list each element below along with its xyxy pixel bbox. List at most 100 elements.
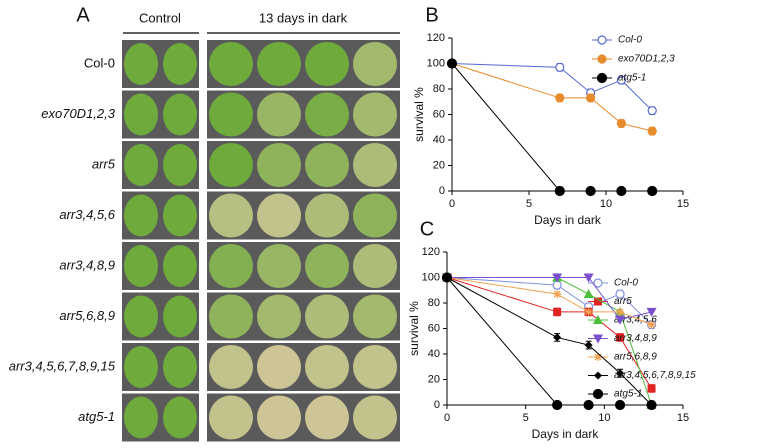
legend-label: arr3,4,5,6,7,8,9,15: [614, 370, 696, 381]
plant: [305, 395, 349, 440]
y-tick-label: 100: [422, 271, 440, 283]
plant: [124, 245, 158, 287]
plant: [257, 143, 301, 187]
y-tick-label: 80: [428, 297, 440, 309]
legend-label: atg5-1: [618, 73, 646, 84]
column-label: Control: [139, 10, 181, 25]
marker: [446, 58, 458, 69]
marker: [441, 272, 453, 283]
plant: [257, 345, 301, 389]
marker: [646, 307, 657, 317]
x-tick-label: 15: [677, 412, 689, 424]
legend-label: arr5,6,8,9: [614, 352, 657, 363]
y-tick-label: 60: [433, 108, 445, 120]
x-axis-label: Days in dark: [534, 213, 602, 227]
plant: [209, 244, 253, 288]
marker: [593, 278, 603, 288]
plant: [257, 92, 301, 137]
y-axis-label: survival %: [412, 87, 426, 142]
row-label: Col-0: [84, 55, 115, 70]
marker: [597, 54, 607, 64]
marker: [553, 290, 562, 299]
panel-label: B: [425, 4, 438, 26]
plant: [257, 294, 301, 339]
plant: [305, 92, 349, 137]
plant: [305, 345, 349, 389]
marker: [596, 72, 608, 84]
y-tick-label: 40: [428, 348, 440, 360]
row-label: arr3,4,8,9: [59, 257, 115, 272]
y-tick-label: 0: [439, 185, 445, 197]
marker: [584, 307, 593, 316]
marker: [552, 399, 563, 411]
plant: [353, 42, 397, 86]
marker: [583, 289, 594, 299]
plant: [305, 294, 349, 339]
marker: [616, 369, 625, 378]
plant: [209, 193, 253, 238]
marker: [555, 62, 565, 72]
plant: [305, 42, 349, 86]
plant: [163, 346, 197, 388]
marker: [616, 333, 625, 342]
row-label: atg5-1: [78, 409, 115, 424]
plant: [305, 244, 349, 288]
legend-label: Col-0: [618, 35, 642, 46]
x-tick-label: 10: [600, 198, 612, 210]
row-label: arr3,4,5,6,7,8,9,15: [9, 358, 116, 373]
plant: [353, 92, 397, 137]
plant: [209, 143, 253, 187]
marker: [597, 35, 607, 45]
plant: [124, 43, 158, 85]
plant: [124, 346, 158, 388]
marker: [647, 106, 657, 116]
plant: [353, 395, 397, 440]
plant: [257, 42, 301, 86]
y-tick-label: 100: [427, 57, 445, 69]
marker: [554, 185, 565, 197]
marker: [552, 273, 563, 283]
marker: [647, 185, 658, 197]
plant: [257, 193, 301, 238]
plant: [124, 144, 158, 186]
marker: [616, 307, 625, 316]
marker: [647, 126, 657, 136]
plant: [163, 43, 197, 85]
plant: [163, 396, 197, 439]
y-tick-label: 120: [427, 32, 445, 44]
row-label: arr3,4,5,6: [59, 207, 115, 222]
legend-label: exo70D1,2,3: [618, 54, 675, 65]
marker: [593, 334, 603, 344]
legend-label: arr3,4,5,6: [614, 315, 657, 326]
plant: [163, 144, 197, 186]
marker: [583, 399, 594, 411]
marker: [616, 75, 627, 85]
plant: [353, 244, 397, 288]
marker: [646, 399, 657, 411]
row-label: exo70D1,2,3: [41, 106, 115, 121]
y-tick-label: 0: [434, 399, 440, 411]
legend-label: Col-0: [614, 278, 638, 289]
marker: [583, 273, 594, 283]
panel-label: C: [420, 218, 434, 240]
legend-label: arr5: [614, 296, 632, 307]
y-tick-label: 120: [422, 246, 440, 258]
plant: [353, 193, 397, 238]
marker: [615, 289, 625, 299]
marker: [593, 315, 603, 324]
plant: [305, 143, 349, 187]
marker: [592, 388, 604, 400]
plant: [124, 194, 158, 237]
y-tick-label: 20: [428, 373, 440, 385]
marker: [584, 341, 593, 350]
panel-label: A: [76, 4, 90, 26]
marker: [614, 399, 626, 411]
plant: [257, 395, 301, 440]
plant: [124, 396, 158, 439]
marker: [585, 93, 596, 103]
marker: [594, 353, 602, 361]
x-tick-label: 0: [444, 412, 450, 424]
marker: [647, 320, 656, 329]
marker: [594, 371, 602, 380]
